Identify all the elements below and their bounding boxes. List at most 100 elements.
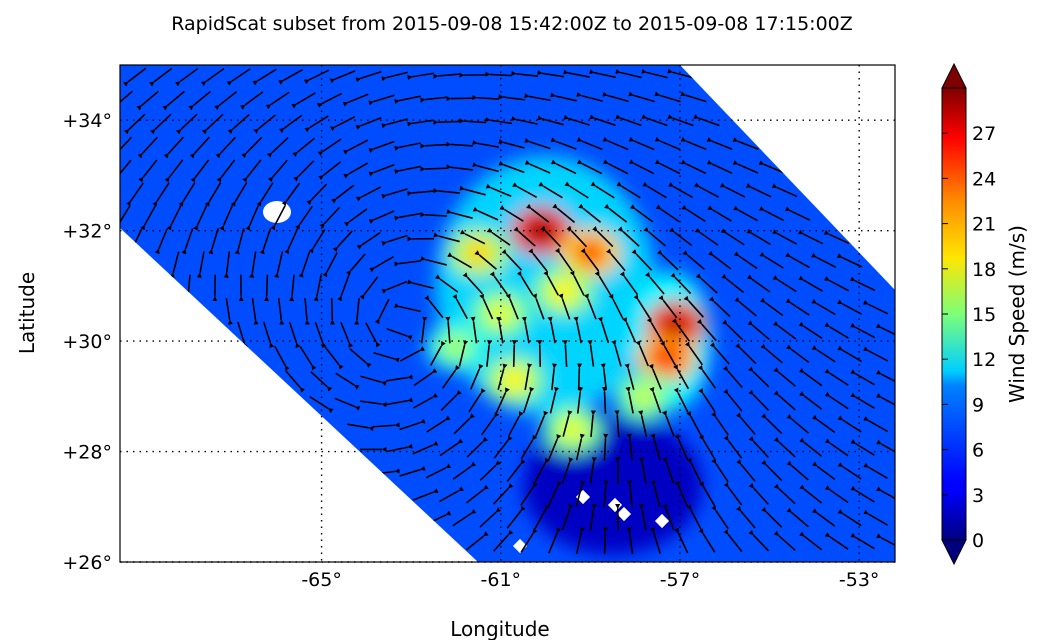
wind-vector (673, 364, 690, 390)
wind-vector (469, 363, 484, 390)
wind-vector (196, 251, 205, 279)
wind-vector (313, 274, 322, 302)
wind-vector (420, 316, 428, 344)
wind-vector (746, 274, 771, 293)
wind-vector (219, 204, 234, 231)
colorbar-tick-label: 24 (972, 168, 996, 190)
wind-vector (407, 119, 435, 127)
wind-vector (474, 250, 497, 270)
wind-vector (580, 248, 600, 272)
wind-vector (120, 159, 132, 178)
wind-vector (798, 275, 823, 292)
wind-vector (439, 486, 464, 503)
wind-vector (412, 440, 439, 455)
wind-vector (319, 206, 341, 229)
wind-vector (720, 228, 745, 246)
wind-maximum (547, 277, 580, 306)
wind-vector (786, 414, 809, 434)
wind-vector (394, 303, 421, 313)
wind-vector (836, 253, 863, 268)
wind-vector (368, 140, 395, 153)
wind-vector (420, 96, 448, 103)
wind-vector (304, 115, 329, 133)
wind-vector (611, 340, 622, 367)
wind-vector (719, 182, 746, 198)
wind-vector (748, 529, 770, 552)
wind-vector (837, 415, 862, 433)
wind-vector (152, 182, 170, 207)
wind-vector (641, 68, 668, 79)
wind-vector (654, 91, 681, 103)
wind-vector (641, 114, 668, 127)
wind-vector (485, 71, 513, 77)
wind-vector (329, 70, 356, 84)
wind-vector (407, 279, 434, 290)
chart-title: RapidScat subset from 2015-09-08 15:42:0… (171, 13, 853, 35)
wind-vector (695, 273, 718, 294)
wind-vector (650, 433, 661, 461)
wind-vector (498, 160, 525, 174)
wind-vector (697, 365, 717, 389)
wind-vector (554, 247, 573, 272)
wind-vector (732, 137, 759, 150)
wind-vector (234, 227, 245, 255)
wind-vector (452, 461, 477, 480)
x-tick-label: -57° (660, 569, 701, 591)
wind-vector (823, 229, 850, 245)
wind-vector (785, 344, 810, 364)
wind-vector (745, 182, 772, 198)
wind-vector (576, 92, 603, 102)
wind-vector (394, 165, 421, 175)
wind-vector (506, 458, 526, 482)
wind-vector (660, 340, 677, 366)
wind-vector (850, 532, 875, 550)
wind-vector (526, 203, 550, 223)
wind-vector (214, 90, 238, 111)
wind-vector (824, 532, 849, 550)
wind-vector (563, 69, 590, 78)
wind-vector (355, 70, 382, 83)
wind-vector (550, 92, 577, 102)
wind-vector (799, 437, 823, 457)
wind-vector (708, 296, 731, 318)
wind-vector (681, 204, 706, 222)
wind-vector (811, 461, 836, 481)
wind-vector (849, 276, 876, 292)
wind-vector (772, 229, 798, 245)
wind-vector (493, 435, 513, 459)
wind-vector (682, 250, 705, 270)
wind-vector (137, 136, 159, 159)
wind-vector (590, 410, 596, 438)
wind-vector (251, 297, 259, 325)
wind-vector (407, 72, 434, 80)
wind-vector (876, 486, 895, 503)
wind-vector (433, 187, 461, 194)
wind-vector (175, 113, 198, 135)
wind-vector (381, 71, 408, 82)
wind-vector (516, 270, 534, 296)
colorbar-tick-label: 15 (972, 304, 996, 326)
wind-vector (331, 184, 355, 204)
wind-vector (520, 528, 538, 553)
wind-vector (650, 480, 661, 508)
wind-vector (452, 294, 468, 320)
wind-vector (310, 371, 333, 392)
wind-vector (245, 204, 260, 231)
wind-vector (345, 253, 366, 276)
wind-vector (291, 92, 316, 109)
wind-vector (440, 389, 462, 411)
wind-vector (413, 368, 438, 387)
wind-vector (262, 321, 275, 349)
wind-vector (723, 388, 743, 412)
wind-vector (625, 386, 634, 414)
wind-vector (552, 203, 576, 223)
wind-vector (453, 413, 475, 435)
wind-vector (735, 412, 756, 435)
wind-vector (748, 436, 770, 459)
wind-vector (407, 190, 435, 196)
wind-vector (466, 436, 488, 458)
wind-vector (513, 226, 536, 247)
wind-vector (535, 410, 549, 437)
wind-vector (850, 392, 875, 409)
